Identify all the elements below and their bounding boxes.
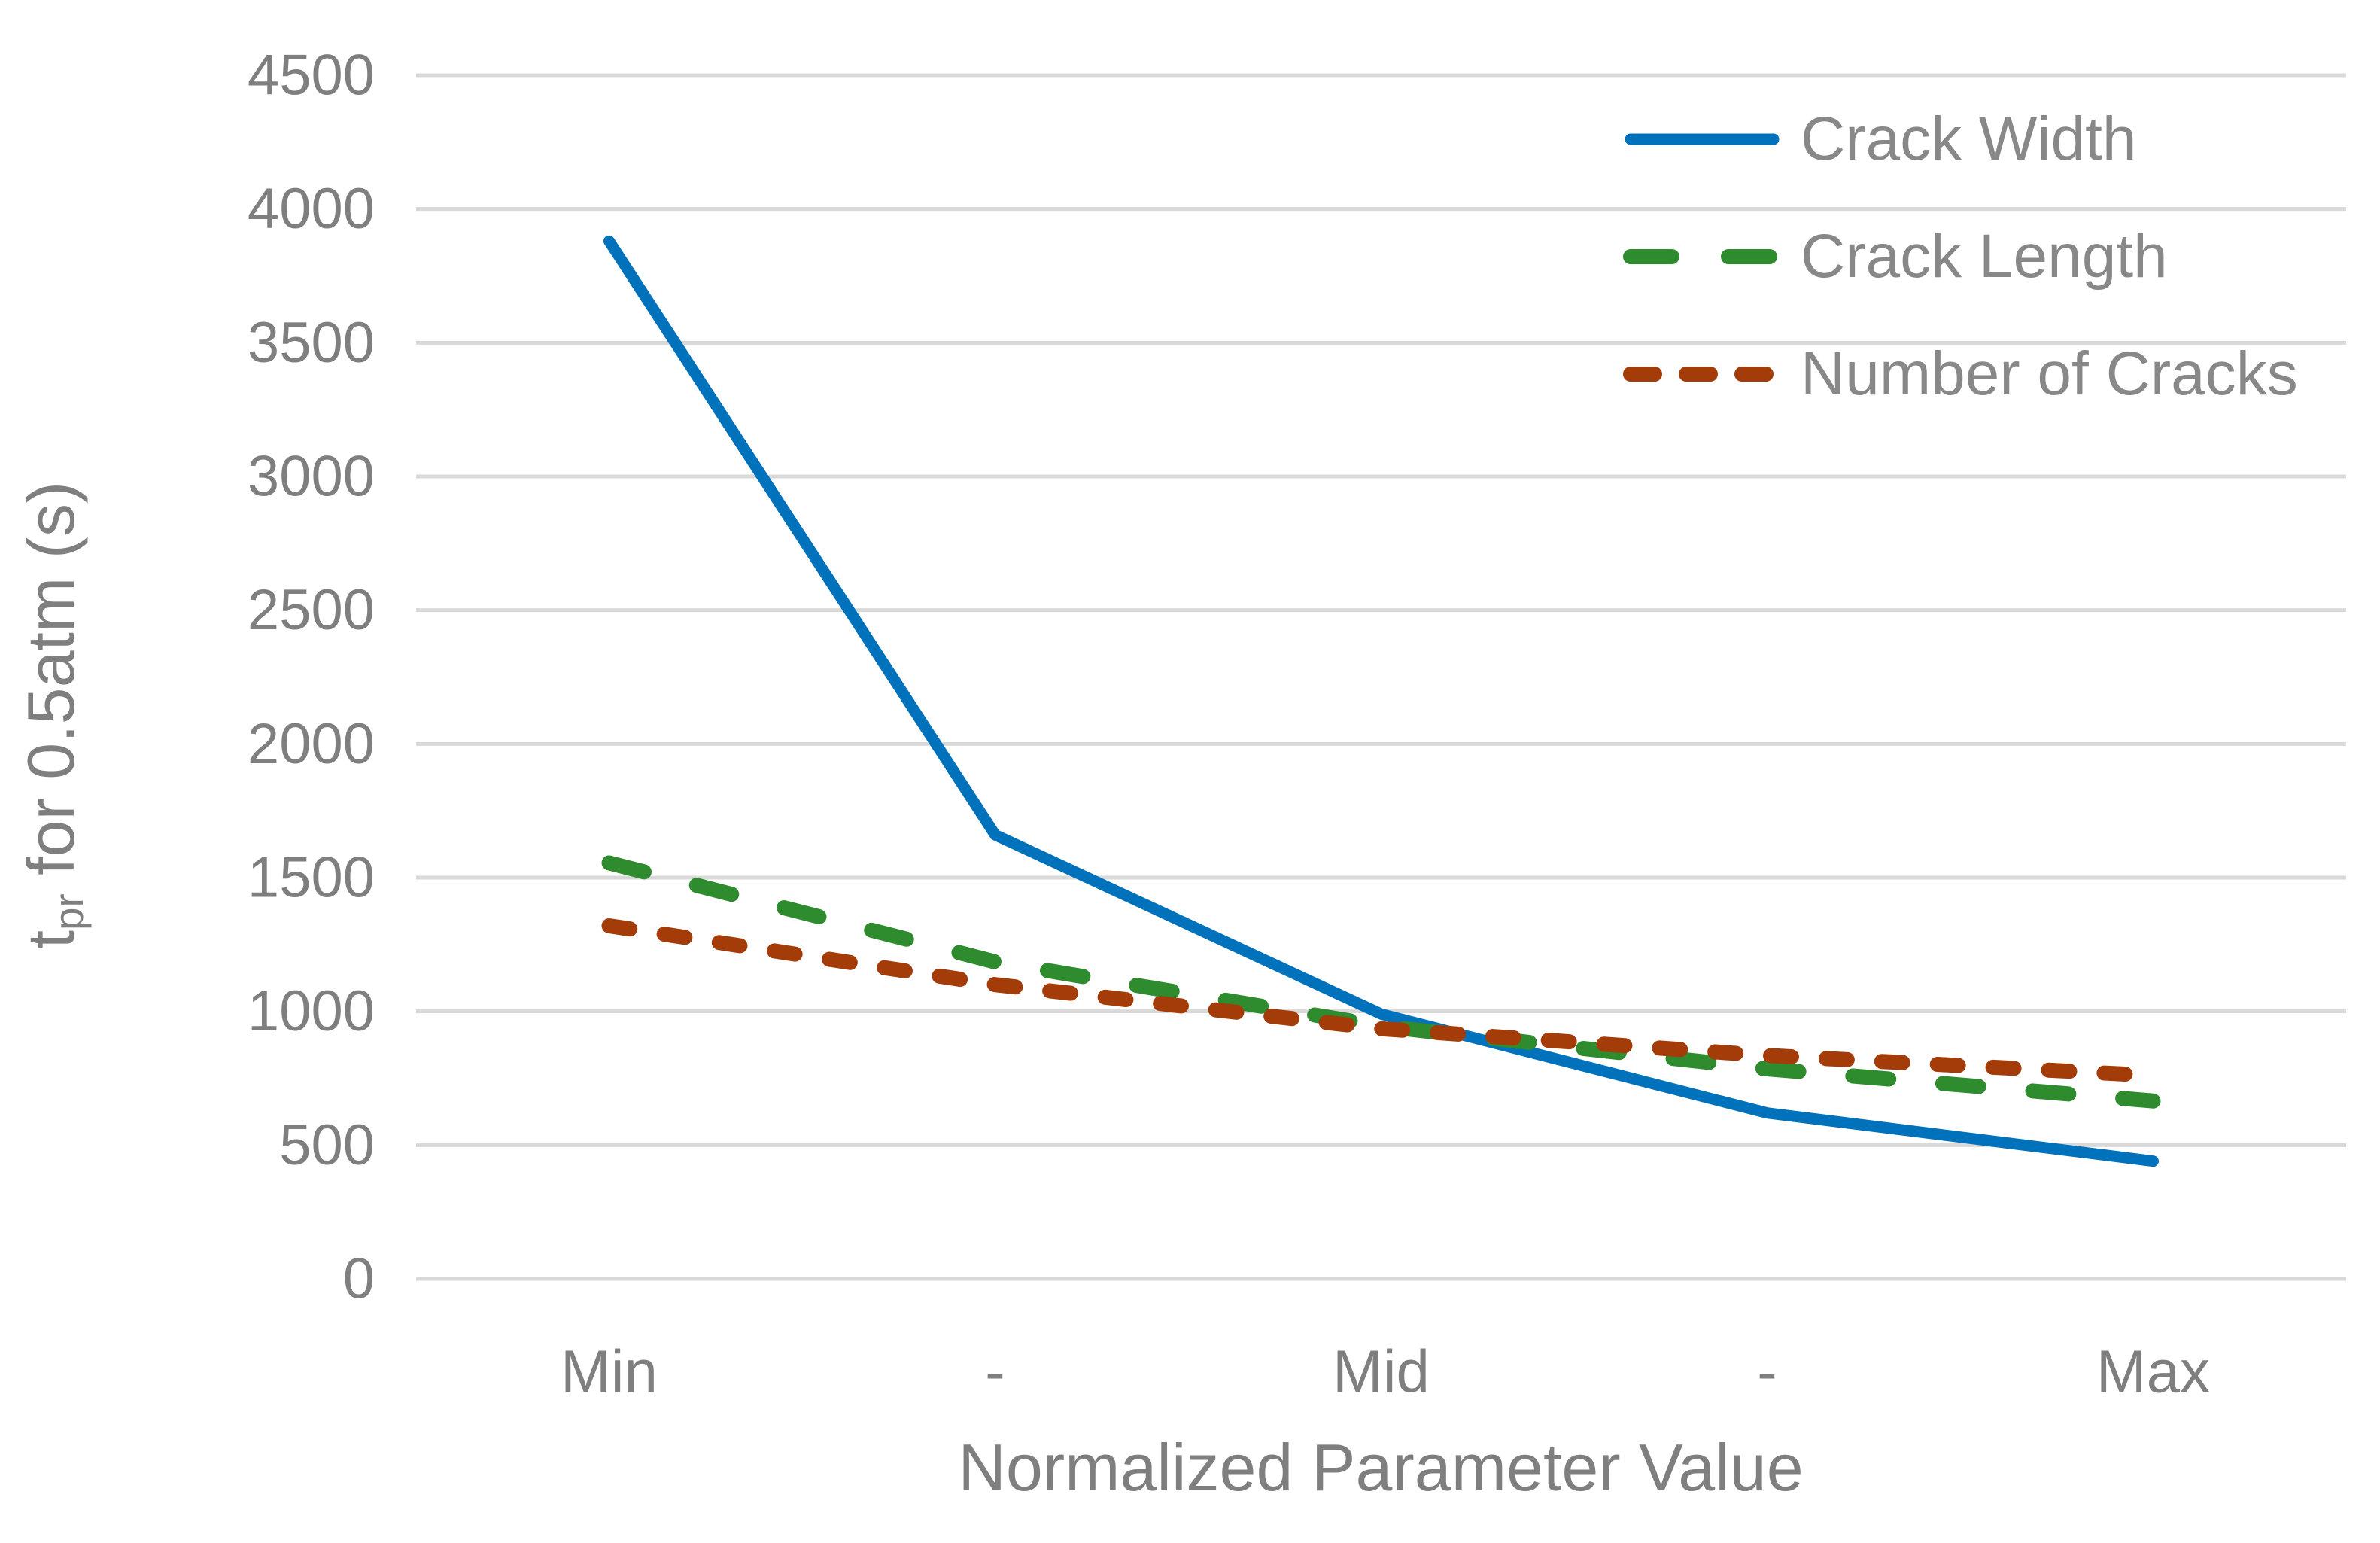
y-tick-label: 2500 [248,578,375,642]
legend-label-crack-length: Crack Length [1801,222,2168,291]
series-line-crack-width [603,235,2159,1167]
y-tick-label: 1000 [248,979,375,1043]
number-of-cracks-dashed-line-icon [1623,367,1781,382]
legend-label-number-of-cracks: Number of Cracks [1801,339,2298,408]
y-axis-title-prefix: t [14,930,88,949]
y-tick-label: 4500 [248,44,375,108]
y-tick-label: 4000 [248,177,375,241]
x-tick-label: Min [561,1338,658,1405]
legend-item-number-of-cracks: Number of Cracks [1623,339,2298,408]
crack-width-line-icon [1625,133,1780,145]
y-axis-title-subscript: pr [46,893,92,930]
series-line-crack-length [601,855,2161,1109]
y-tick-label: 2000 [248,712,375,776]
legend-item-crack-width: Crack Width [1623,105,2298,173]
y-axis-title-suffix: for 0.5atm (s) [14,481,88,894]
x-tick-label: - [985,1338,1005,1405]
legend-label-crack-width: Crack Width [1801,105,2137,173]
x-tick-label: - [1757,1338,1777,1405]
x-tick-label: Mid [1333,1338,1430,1405]
y-tick-label: 500 [279,1113,375,1177]
legend-item-crack-length: Crack Length [1623,222,2298,291]
y-tick-label: 3000 [248,445,375,509]
x-tick-label: Max [2096,1338,2210,1405]
x-axis-title: Normalized Parameter Value [958,1430,1804,1505]
y-tick-label: 0 [343,1247,375,1311]
y-tick-label: 3500 [248,311,375,375]
y-tick-label: 1500 [248,846,375,910]
series-line-number-of-cracks [601,918,2161,1083]
legend: Crack Width Crack Length Number of Crack… [1623,105,2298,458]
y-axis-title: tpr for 0.5atm (s) [13,481,92,949]
crack-length-dashed-line-icon [1623,249,1781,264]
